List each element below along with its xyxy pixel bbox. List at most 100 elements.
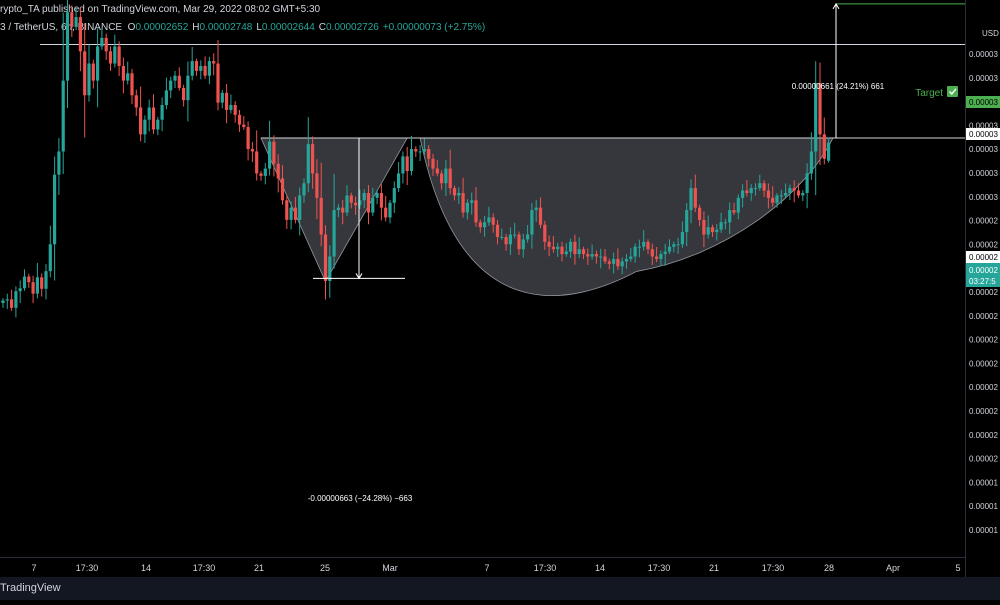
candle-body <box>521 239 525 250</box>
candle-body <box>706 227 710 235</box>
time-tick-label: 17:30 <box>762 563 785 573</box>
time-axis[interactable]: 7 17:30 14 17:30 21 25 Mar 7 17:30 14 17:30 21 17:30… <box>0 557 965 578</box>
time-tick-label: 5 <box>955 563 960 573</box>
candle <box>126 61 130 85</box>
candle <box>121 57 125 94</box>
candle <box>435 160 439 177</box>
candle <box>736 194 740 220</box>
candle <box>113 34 117 68</box>
candle <box>551 236 555 253</box>
candle <box>637 239 641 258</box>
candle-body <box>689 188 693 211</box>
candle <box>379 184 383 221</box>
candle-body <box>323 234 328 281</box>
price-tick-label: 0.00002 <box>969 383 998 392</box>
candle <box>749 184 753 201</box>
candle <box>827 137 831 163</box>
price-tick-label: 0.00003 <box>969 169 998 178</box>
candle-body <box>74 17 78 27</box>
candle <box>216 40 220 111</box>
candle <box>280 165 285 205</box>
candle-body <box>483 222 487 228</box>
candle-body <box>766 190 770 198</box>
candle <box>646 239 650 255</box>
candle <box>814 61 818 196</box>
time-tick-label: Apr <box>886 563 900 573</box>
time-tick-label: 14 <box>595 563 605 573</box>
candle-body <box>547 241 551 247</box>
candle <box>18 280 22 303</box>
candle-body <box>637 246 641 248</box>
candle-body <box>775 195 779 203</box>
candle-body <box>10 299 14 308</box>
candle-body <box>156 119 160 130</box>
candle-body <box>822 134 826 159</box>
candle-body <box>573 241 577 255</box>
candle <box>104 33 108 60</box>
candle <box>650 243 654 265</box>
candle <box>190 47 194 81</box>
candle <box>139 86 143 142</box>
ohlc-low-value: 0.00002644 <box>261 22 315 33</box>
candle-body <box>655 256 659 259</box>
candle-body <box>478 222 482 228</box>
candle-body <box>160 105 164 120</box>
candle <box>207 56 211 85</box>
candle <box>659 250 663 267</box>
candle-body <box>280 178 285 201</box>
candle <box>177 67 181 91</box>
candle <box>663 243 667 266</box>
candle-body <box>504 236 508 245</box>
candle <box>569 238 573 258</box>
candle-body <box>319 197 323 235</box>
price-chart-canvas[interactable]: 0.00000661 (24.21%) 661 -0.00000663 (−24… <box>0 0 965 557</box>
candle <box>526 224 530 243</box>
candle-body <box>233 105 237 115</box>
candle <box>323 225 328 300</box>
candle <box>706 215 710 239</box>
candle-body <box>517 234 521 250</box>
candle <box>151 94 156 134</box>
candle-body <box>220 92 224 103</box>
candle <box>289 201 293 230</box>
candle-body <box>276 163 280 179</box>
candle-body <box>121 65 125 81</box>
candle <box>805 163 809 209</box>
time-tick-label: 17:30 <box>76 563 99 573</box>
candle <box>10 289 14 311</box>
candle-body <box>182 87 186 101</box>
time-tick-label: 7 <box>31 563 36 573</box>
price-tick-label: 0.00002 <box>969 312 998 321</box>
candle-body <box>315 173 319 198</box>
ohlc-low-key: L <box>256 22 262 33</box>
candle-body <box>629 256 633 259</box>
candle <box>27 273 31 288</box>
currency-label: USD <box>982 29 999 38</box>
candle-body <box>345 195 349 213</box>
candle-body <box>569 241 573 252</box>
price-tick-label: 0.00003 <box>969 74 998 83</box>
candle-body <box>814 83 818 152</box>
candle-body <box>375 192 379 198</box>
candle-body <box>113 46 117 64</box>
candle-body <box>534 207 538 211</box>
candle-body <box>448 168 452 189</box>
price-scale[interactable]: USD 0.00003 0.00003 0.00003 0.00003 0.00003 0… <box>965 0 1000 600</box>
candle <box>156 116 160 136</box>
candle <box>719 212 723 233</box>
candle-body <box>263 168 267 176</box>
candle <box>341 199 345 225</box>
candle <box>762 180 766 197</box>
candle <box>672 241 676 253</box>
candle-body <box>508 234 512 245</box>
candle-body <box>672 244 676 247</box>
candle-body <box>685 210 689 233</box>
candle <box>530 203 534 249</box>
candle-body <box>474 200 478 223</box>
candle-body <box>199 65 203 71</box>
candle-body <box>14 291 18 308</box>
candle <box>87 44 91 102</box>
candle-body <box>461 192 465 213</box>
candle <box>775 192 779 208</box>
price-tick-label: 0.00002 <box>969 359 998 368</box>
